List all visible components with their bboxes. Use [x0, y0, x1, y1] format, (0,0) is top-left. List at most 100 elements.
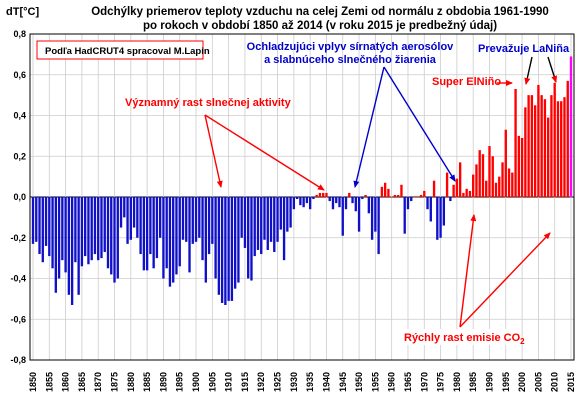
bar-1948 — [351, 197, 354, 204]
bar-1986 — [475, 164, 478, 197]
bar-1947 — [348, 192, 351, 197]
bar-1962 — [397, 194, 400, 197]
bar-1923 — [269, 197, 273, 242]
bar-1890 — [162, 197, 165, 279]
bar-1914 — [240, 197, 243, 238]
bar-1903 — [204, 197, 207, 283]
bar-1971 — [426, 197, 429, 210]
bar-1904 — [207, 197, 211, 255]
bar-1979 — [452, 184, 455, 197]
bar-1988 — [481, 154, 485, 197]
bar-1972 — [429, 197, 432, 222]
bar-1982 — [462, 192, 465, 197]
bar-1976 — [442, 197, 446, 226]
arrow-aerosol-2 — [383, 66, 456, 182]
x-tick-label: 1865 — [77, 372, 87, 392]
bars — [31, 56, 573, 305]
x-tick-label: 1885 — [142, 372, 152, 392]
bar-1882 — [136, 197, 139, 238]
bar-1862 — [70, 197, 74, 305]
bar-1930 — [292, 197, 296, 210]
bar-1871 — [100, 197, 103, 259]
bar-2006 — [540, 95, 543, 198]
bar-1870 — [97, 197, 100, 261]
bar-1908 — [220, 197, 224, 303]
bar-1894 — [175, 197, 178, 275]
bar-1996 — [507, 168, 511, 197]
x-tick-label: 1960 — [387, 372, 397, 392]
bar-1851 — [35, 197, 38, 242]
bar-1985 — [472, 174, 475, 197]
y-tick-label: 0,6 — [13, 70, 26, 80]
bar-1874 — [110, 197, 113, 275]
y-tick-label: -0,4 — [10, 274, 26, 284]
bar-1916 — [247, 197, 250, 279]
bar-1879 — [126, 197, 129, 244]
bar-1864 — [77, 197, 80, 295]
bar-1915 — [243, 197, 247, 248]
bar-1935 — [308, 197, 312, 210]
bar-2015 — [569, 56, 573, 197]
y-axis-label: dT[°C] — [6, 6, 39, 18]
bar-1912 — [233, 197, 237, 289]
bar-1950 — [357, 197, 361, 232]
x-tick-label: 1900 — [191, 372, 201, 392]
y-tick-label: -0,2 — [10, 233, 26, 243]
bar-1886 — [149, 197, 152, 255]
bar-1937 — [315, 194, 318, 197]
bar-1897 — [185, 197, 188, 242]
bar-1993 — [498, 176, 501, 198]
bar-1852 — [38, 197, 41, 255]
bar-1876 — [116, 197, 119, 279]
bar-1938 — [318, 192, 322, 197]
x-tick-label: 1970 — [419, 372, 429, 392]
bar-1877 — [119, 197, 123, 228]
bar-1921 — [263, 197, 266, 240]
bar-1927 — [282, 197, 286, 261]
bar-1984 — [468, 190, 472, 197]
x-tick-label: 1875 — [110, 372, 120, 392]
bar-2009 — [550, 95, 553, 198]
bar-1981 — [458, 162, 462, 197]
bar-1865 — [80, 197, 84, 267]
legend-box-text: Podľa HadCRUT4 spracoval M.Lapin — [45, 46, 210, 57]
bar-1880 — [129, 197, 132, 240]
bar-1932 — [299, 197, 302, 206]
bar-1933 — [302, 197, 305, 208]
bar-1854 — [44, 197, 48, 246]
arrow-aerosol-1 — [353, 66, 385, 188]
bar-1959 — [387, 188, 390, 197]
bar-1997 — [511, 172, 514, 197]
bar-1860 — [64, 197, 67, 273]
bar-1964 — [403, 197, 406, 234]
bar-1941 — [328, 197, 331, 202]
bar-1963 — [400, 184, 403, 197]
bar-1878 — [123, 197, 126, 218]
bar-1931 — [295, 197, 299, 200]
bar-1992 — [494, 182, 498, 197]
bar-1940 — [325, 192, 328, 197]
bar-1861 — [67, 197, 71, 295]
bar-1872 — [103, 197, 106, 253]
y-tick-label: 0,0 — [13, 192, 26, 202]
bar-1936 — [312, 197, 315, 200]
bar-1946 — [344, 197, 348, 210]
bar-1891 — [165, 197, 168, 269]
x-tick-label: 1920 — [256, 372, 266, 392]
bar-1907 — [217, 197, 221, 295]
bar-2013 — [563, 97, 566, 197]
annotation-arrows — [204, 56, 558, 328]
bar-1858 — [57, 197, 61, 279]
bar-1973 — [432, 180, 436, 197]
x-tick-label: 2005 — [533, 372, 543, 392]
bar-1999 — [517, 135, 521, 198]
annotation-aerosol-line2: a slabnúceho slnečného žiarenia — [264, 54, 437, 66]
bar-1896 — [181, 197, 185, 240]
bar-1898 — [188, 197, 191, 273]
bar-1934 — [305, 197, 309, 204]
arrow-lanina-1 — [524, 56, 533, 85]
bar-1863 — [74, 197, 77, 263]
bar-1945 — [341, 197, 344, 236]
bar-1913 — [237, 197, 240, 283]
plot-frame — [29, 33, 575, 361]
